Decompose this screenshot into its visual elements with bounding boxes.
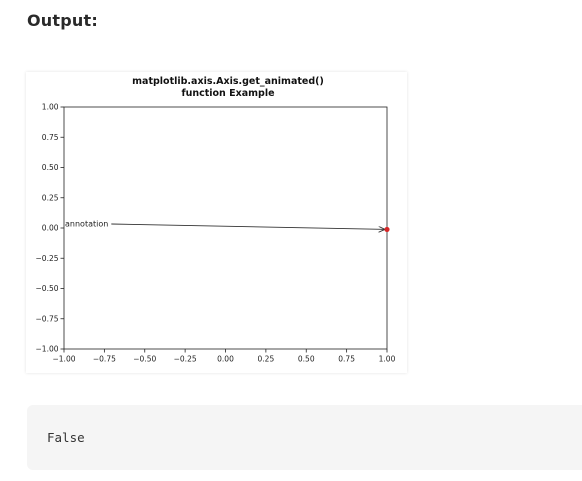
y-tick-label: −0.50: [36, 284, 59, 293]
y-tick-label: −0.75: [36, 314, 59, 323]
code-output-block: False: [27, 405, 582, 470]
y-tick-label: −0.25: [36, 254, 59, 263]
x-axis: −1.00 −0.75 −0.50 −0.25 0.00 0.25 0.50 0.75 1.00: [53, 349, 396, 364]
x-tick-label: 1.00: [379, 355, 396, 364]
figure-card: matplotlib.axis.Axis.get_animated() func…: [26, 72, 407, 373]
x-tick-label: −1.00: [53, 355, 76, 364]
chart-title-line-1: matplotlib.axis.Axis.get_animated(): [132, 76, 324, 87]
output-heading: Output:: [27, 11, 98, 30]
y-tick-label: 0.50: [42, 163, 59, 172]
x-tick-label: 0.00: [217, 355, 234, 364]
chart: matplotlib.axis.Axis.get_animated() func…: [36, 76, 396, 364]
annotation-arrow: [111, 223, 385, 229]
x-tick-label: −0.50: [133, 355, 156, 364]
chart-title-line-2: function Example: [181, 88, 274, 99]
y-tick-label: 0.00: [42, 224, 59, 233]
plot-frame: [63, 106, 388, 350]
x-tick-label: −0.25: [174, 355, 197, 364]
data-point: [384, 226, 390, 233]
y-axis: 1.00 0.75 0.50 0.25 0.00 −0.25 −0.50 −0.75 −1.00: [36, 103, 64, 354]
annotation-label: annotation: [65, 220, 108, 229]
y-tick-label: −1.00: [36, 345, 59, 354]
x-tick-label: 0.75: [338, 355, 355, 364]
y-tick-label: 0.75: [42, 133, 59, 142]
code-output-text: False: [47, 430, 85, 445]
y-tick-label: 0.25: [42, 193, 59, 202]
x-tick-label: −0.75: [93, 355, 116, 364]
x-tick-label: 0.50: [298, 355, 315, 364]
y-tick-label: 1.00: [42, 103, 59, 112]
x-tick-label: 0.25: [258, 355, 275, 364]
